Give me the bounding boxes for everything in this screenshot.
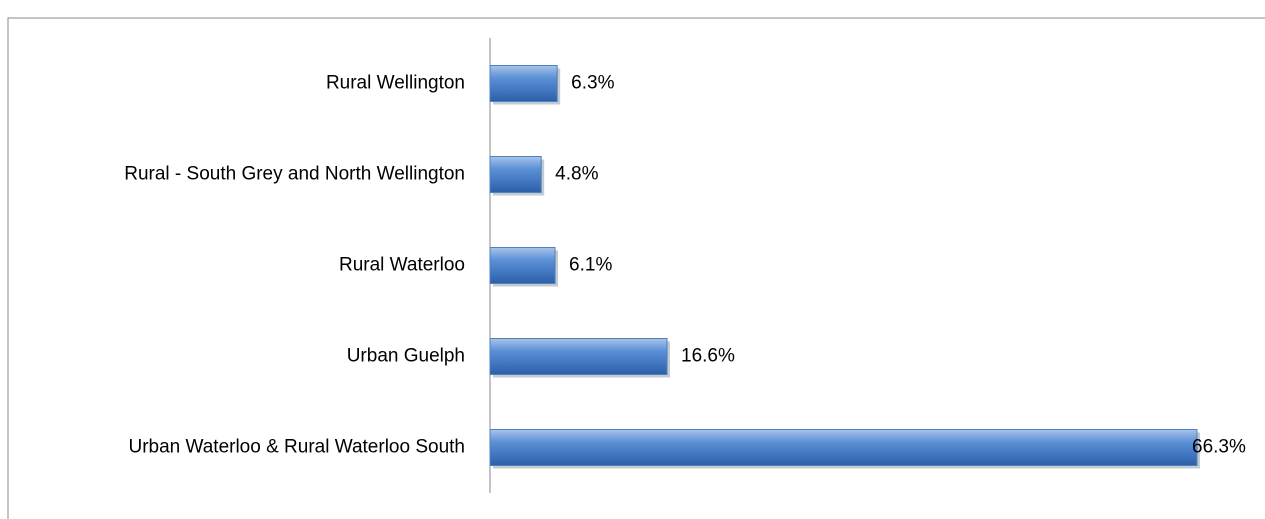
value-label: 6.1%	[569, 255, 612, 276]
value-label: 16.6%	[681, 346, 735, 367]
category-label: Urban Guelph	[347, 346, 465, 367]
bar	[489, 65, 558, 102]
value-label: 6.3%	[571, 73, 614, 94]
category-label: Rural Waterloo	[339, 255, 465, 276]
bar	[489, 247, 556, 284]
category-label: Rural - South Grey and North Wellington	[124, 164, 465, 185]
value-label: 4.8%	[555, 164, 598, 185]
chart-frame	[7, 17, 1265, 519]
bar	[489, 429, 1198, 466]
category-label: Urban Waterloo & Rural Waterloo South	[128, 437, 465, 458]
category-label: Rural Wellington	[326, 73, 465, 94]
bar	[489, 156, 542, 193]
value-label: 66.3%	[1192, 437, 1246, 458]
bar	[489, 338, 668, 375]
